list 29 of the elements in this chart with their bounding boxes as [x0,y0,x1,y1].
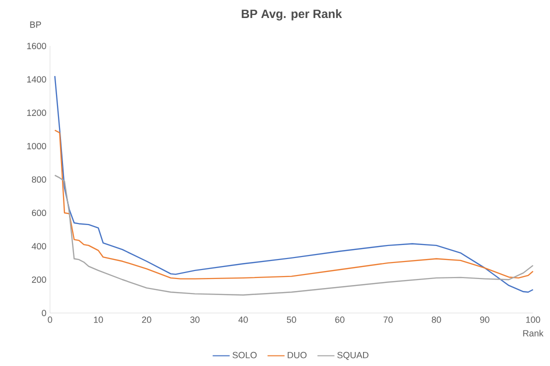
x-tick-label: 90 [480,316,490,323]
x-tick-label: 10 [94,316,103,323]
line-series [54,174,534,296]
y-tick-label: 600 [32,210,46,216]
x-tick-label: 50 [286,316,296,323]
legend-label: SQUAD [337,352,368,360]
x-axis-title: Rank [523,330,544,336]
x-tick-label: 40 [238,316,248,323]
x-tick-label: 70 [384,316,393,323]
chart-title: BP Avg. per Rank [242,9,342,20]
y-tick-label: 1600 [27,42,46,50]
x-tick-label: 20 [142,316,152,323]
y-tick-label: 400 [32,243,46,250]
x-tick-label: 80 [432,316,442,323]
legend-label: DUO [288,352,307,358]
y-tick-label: 800 [32,176,46,183]
y-tick-label: 1400 [27,76,46,83]
line-series [54,75,534,293]
x-tick-label: 30 [190,316,200,323]
legend-label: SOLO [232,352,257,358]
y-tick-label: 1200 [27,110,46,116]
y-axis-title: BP [30,22,42,28]
x-tick-label: 60 [335,316,344,323]
x-tick-label: 0 [48,316,52,323]
y-tick-label: 0 [42,310,46,316]
y-tick-label: 200 [32,276,46,283]
line-series [54,130,534,280]
y-tick-label: 1000 [27,142,46,150]
x-tick-label: 100 [526,316,540,323]
